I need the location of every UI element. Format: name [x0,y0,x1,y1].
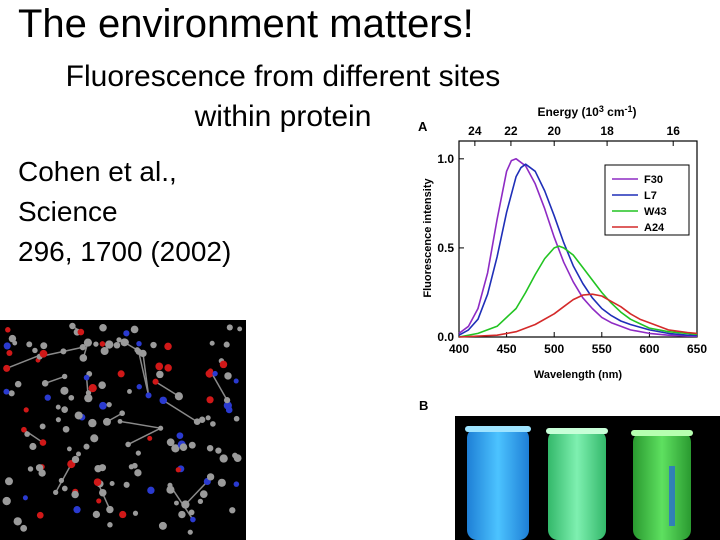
citation: Cohen et al., Science 296, 1700 (2002) [18,152,231,272]
panel-label-a: A [418,119,428,134]
legend-label: F30 [644,174,663,186]
top-tick-label: 18 [600,124,614,138]
x-axis-label: Wavelength (nm) [534,369,623,381]
legend: F30 L7 W43 A24 [604,164,690,236]
vial-green [631,430,693,540]
legend-label: W43 [644,206,667,218]
fluorescence-chart: A Energy (103 cm-1) 24 22 20 18 16 0.0 0.5 1.0… [418,104,707,381]
top-tick-label: 22 [504,124,518,138]
fluorescent-vials-image [455,416,720,540]
series-line-a24 [458,293,698,338]
panel-label-b: B [419,398,429,413]
top-tick-label: 16 [667,124,681,138]
citation-line-journal: Science [18,196,118,227]
top-axis-ticks: 24 22 20 18 16 [468,124,680,146]
series-line-l7 [458,163,698,337]
legend-box [604,164,690,236]
top-axis-label: Energy (103 cm-1) [537,104,636,119]
x-tick-label: 400 [449,342,469,356]
protein-structure-image [0,320,246,540]
slide-title: The environment matters! [18,2,474,46]
x-tick-label: 650 [687,342,707,356]
series-lines [458,157,698,338]
y-tick-label: 0.0 [437,330,454,344]
y-axis-label: Fluorescence intensity [422,178,434,298]
plot-frame [458,140,698,338]
citation-line-volume: 296, 1700 (2002) [18,236,232,267]
y-axis-ticks: 0.0 0.5 1.0 [437,152,464,344]
top-tick-label: 20 [548,124,562,138]
legend-label: L7 [644,190,657,202]
top-tick-label: 24 [468,124,482,138]
vial-blue [465,426,531,540]
vial-cyan-green [546,428,608,540]
series-line-f30 [458,157,698,338]
slide-subtitle: Fluorescence from different sites within… [65,60,501,133]
y-tick-label: 1.0 [437,152,454,166]
citation-line-authors: Cohen et al., [18,156,177,187]
x-axis-ticks: 400 450 500 550 600 650 [449,332,707,356]
series-line-w43 [458,245,698,338]
x-tick-label: 450 [497,342,517,356]
x-tick-label: 500 [544,342,564,356]
y-tick-label: 0.5 [437,241,454,255]
x-tick-label: 550 [592,342,612,356]
x-tick-label: 600 [639,342,659,356]
legend-label: A24 [644,222,665,234]
